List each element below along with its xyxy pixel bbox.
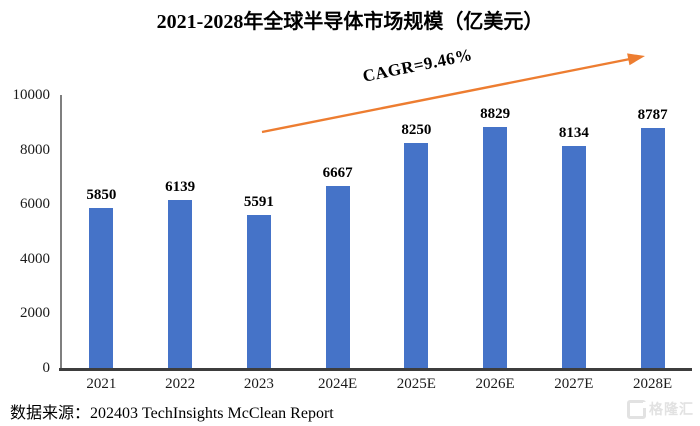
bar [89, 208, 114, 368]
bar-value-label: 8250 [401, 122, 432, 138]
bar-value-label: 5850 [86, 187, 117, 203]
bar [640, 128, 665, 368]
watermark-logo-icon [627, 399, 647, 419]
watermark-text: 格隆汇 [649, 401, 694, 417]
x-axis-tick-label: 2023 [243, 376, 274, 392]
x-axis-tick-label: 2025E [396, 376, 436, 392]
plot-area: 5850 2021 6139 2022 5591 2023 6667 2024E 8250 202… [62, 95, 692, 392]
bar-value-label: 8134 [558, 125, 589, 141]
y-axis-tick-label: 0 [42, 360, 51, 376]
bar-value-label: 8829 [480, 106, 511, 122]
x-axis-line [59, 368, 692, 371]
bar-value-label: 8787 [637, 107, 668, 123]
watermark: 格隆汇 [627, 399, 694, 419]
bar [168, 200, 193, 368]
bar-value-label: 5591 [243, 194, 274, 210]
bar [325, 186, 350, 368]
x-axis-tick-label: 2028E [633, 376, 673, 392]
y-axis-tick-label: 8000 [20, 141, 50, 158]
bar [404, 143, 429, 368]
x-axis-tick-label: 2024E [318, 376, 358, 392]
x-axis-tick-label: 2027E [554, 376, 594, 392]
cagr-annotation: CAGR=9.46% [361, 44, 475, 86]
chart-title: 2021-2028年全球半导体市场规模（亿美元） [156, 11, 544, 33]
bar-value-label: 6139 [165, 179, 196, 195]
y-axis-tick-label: 10000 [12, 87, 51, 103]
bar [483, 127, 508, 368]
y-axis-tick-label: 2000 [20, 305, 50, 322]
bar [246, 215, 271, 368]
trend-arrow-head [627, 53, 645, 66]
bar [561, 146, 586, 368]
data-source-note: 数据来源：202403 TechInsights McClean Report [10, 405, 334, 422]
x-axis-tick-label: 2022 [165, 376, 196, 392]
x-axis-tick-label: 2026E [475, 376, 515, 392]
y-axis-tick-label: 4000 [20, 250, 50, 267]
x-axis-tick-label: 2021 [86, 376, 117, 392]
y-axis-line [60, 95, 62, 368]
y-axis-tick-label: 6000 [20, 196, 50, 213]
bar-value-label: 6667 [322, 165, 353, 181]
